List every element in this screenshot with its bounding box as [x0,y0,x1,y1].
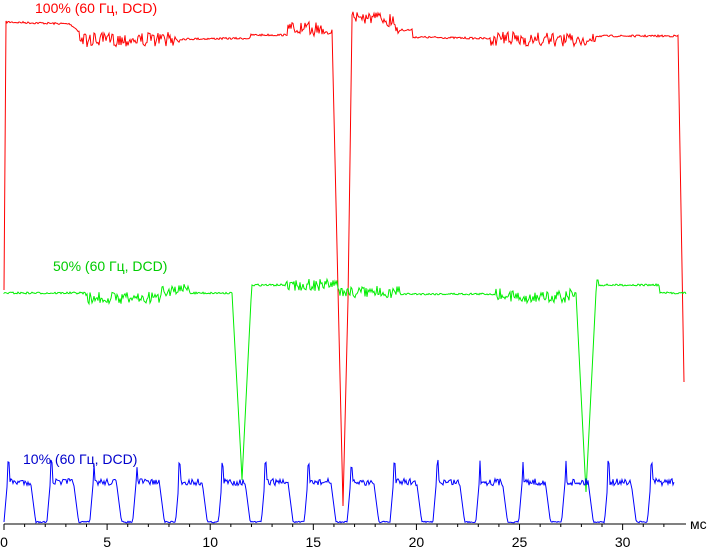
x-tick-label-15: 15 [306,534,322,550]
x-tick-label-0: 0 [0,534,8,550]
x-tick-label-20: 20 [409,534,425,550]
series-trace-50 [3,277,687,493]
series-label-50: 50% (60 Гц, DCD) [53,258,167,274]
x-axis-ticks: 0 5 10 15 20 25 30 [0,524,665,550]
series-trace-100 [3,11,685,507]
x-tick-label-30: 30 [615,534,631,550]
x-axis-label: мс [690,516,707,532]
series-label-10: 10% (60 Гц, DCD) [23,451,137,467]
x-tick-label-25: 25 [512,534,528,550]
x-tick-label-5: 5 [103,534,111,550]
series-label-100: 100% (60 Гц, DCD) [35,0,157,16]
series-trace-10 [3,459,675,524]
x-tick-label-10: 10 [202,534,218,550]
traces-group [3,11,687,524]
